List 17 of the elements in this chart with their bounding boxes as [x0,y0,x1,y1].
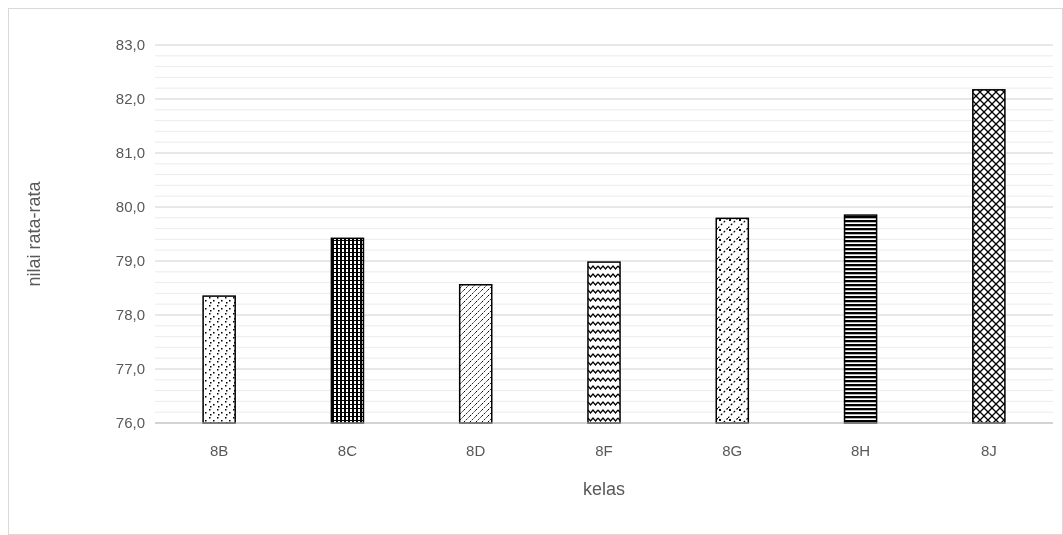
y-tick-label: 81,0 [115,144,145,162]
y-tick-label: 80,0 [115,198,145,216]
y-tick-label: 76,0 [115,414,145,432]
y-tick-label: 78,0 [115,306,145,324]
x-tick-label: 8G [722,442,743,459]
y-tick-label: 77,0 [115,360,145,378]
y-tick-label: 82,0 [115,90,145,108]
x-axis-title: kelas [582,479,626,499]
x-tick-label: 8F [595,442,613,459]
x-tick-label: 8B [209,442,229,459]
x-tick-label: 8C [337,442,358,459]
y-tick-label: 83,0 [115,36,145,54]
x-tick-label: 8H [850,442,871,459]
x-tick-label: 8J [980,442,997,459]
x-tick-label: 8D [466,442,486,459]
y-tick-label: 79,0 [115,252,145,270]
y-axis-title: nilai rata-rata [24,180,44,287]
